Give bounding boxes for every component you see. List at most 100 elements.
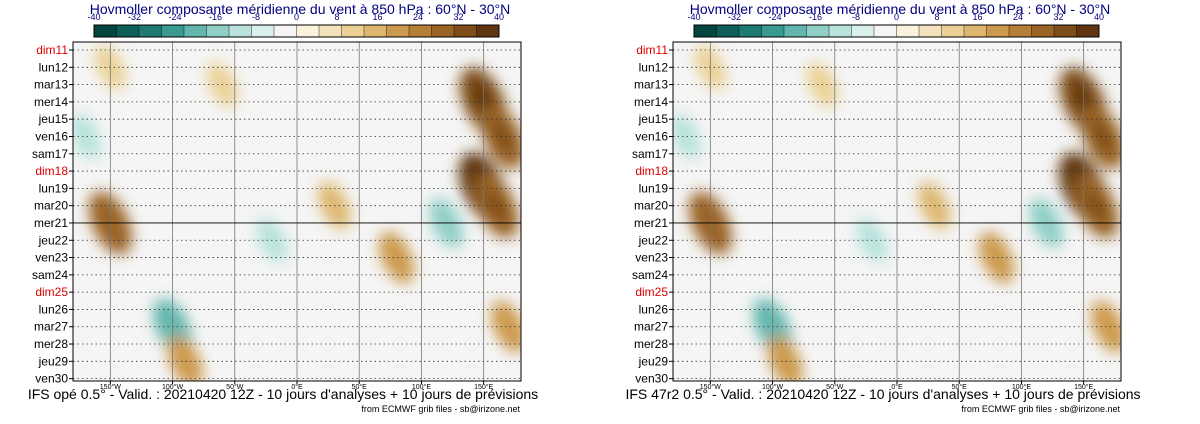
day-label: ven16 [35,129,68,143]
chart-title: Hovmoller composante méridienne du vent … [689,1,1111,17]
colorbar-tick-label: -32 [128,12,141,22]
day-label: dim25 [635,285,668,299]
day-label: ven30 [35,372,68,386]
colorbar-tick-label: -32 [728,12,741,22]
hovmoller-panel-right: Hovmoller composante méridienne du vent … [600,0,1200,424]
colorbar-tick-label: 40 [1094,12,1104,22]
colorbar-tick-label: 0 [894,12,899,22]
colorbar-swatch [828,24,852,38]
source-credit: from ECMWF grib files - sb@irizone.net [961,404,1120,414]
colorbar-tick-label: 8 [334,12,339,22]
colorbar-tick-label: -16 [209,12,222,22]
day-label: dim18 [635,164,668,178]
colorbar-swatch [386,24,410,38]
day-label: sam17 [632,147,668,161]
day-label: jeu29 [38,354,69,368]
day-label: mar20 [34,199,68,213]
lon-tick-label: 150°E [1074,383,1093,391]
day-label: jeu22 [38,233,69,247]
lon-tick-label: 50°W [226,383,244,391]
day-label: jeu22 [638,233,669,247]
day-label: lun26 [39,302,69,316]
colorbar-swatch [476,24,500,38]
colorbar-swatch [806,24,830,38]
colorbar-swatch [941,24,965,38]
colorbar-swatch [738,24,762,38]
colorbar-swatch [1031,24,1055,38]
day-label: mer28 [634,337,668,351]
source-credit: from ECMWF grib files - sb@irizone.net [361,404,520,414]
day-label: jeu15 [638,112,669,126]
lon-tick-label: 100°E [1012,383,1031,391]
field-blob [673,113,701,160]
colorbar-tick-label: 0 [294,12,299,22]
colorbar-swatch [783,24,807,38]
colorbar-swatch [1053,24,1077,38]
day-label: mer14 [634,95,668,109]
day-label: mar13 [634,78,668,92]
colorbar-swatch [851,24,875,38]
day-label: dim11 [36,43,68,57]
day-label: sam17 [32,147,68,161]
day-label: dim25 [35,285,68,299]
field-blob [378,231,415,284]
colorbar-swatch [453,24,477,38]
colorbar-swatch [341,24,365,38]
colorbar-swatch [296,24,320,38]
day-label: mer21 [634,216,668,230]
colorbar-swatch [228,24,252,38]
colorbar-swatch [206,24,230,38]
lon-tick-label: 50°E [952,383,968,391]
lon-tick-label: 150°E [474,383,493,391]
day-label: sam24 [32,268,68,282]
day-label: dim11 [636,43,668,57]
colorbar-tick-label: 16 [972,12,982,22]
day-label: ven16 [635,129,668,143]
day-label: lun19 [639,181,669,195]
colorbar-tick-label: -40 [87,12,100,22]
colorbar-swatch [408,24,432,38]
lon-tick-label: 100°E [412,383,431,391]
chart-title: Hovmoller composante méridienne du vent … [89,1,511,17]
colorbar-frame [93,24,500,38]
colorbar-swatch [761,24,785,38]
colorbar-tick-label: -24 [768,12,781,22]
colorbar-swatch [918,24,942,38]
field-blob [167,335,203,381]
day-label: mar27 [634,320,668,334]
day-label: mar20 [634,199,668,213]
lon-tick-label: 100°W [762,383,783,391]
day-label: ven30 [635,372,668,386]
colorbar-swatch [963,24,987,38]
lon-tick-label: 50°W [826,383,844,391]
colorbar-swatch [183,24,207,38]
colorbar-tick-label: 32 [453,12,463,22]
colorbar-swatch [1008,24,1032,38]
colorbar-swatch [251,24,275,38]
colorbar-swatch [116,24,140,38]
day-label: lun26 [639,302,669,316]
colorbar-frame [693,24,1100,38]
colorbar-tick-label: -40 [687,12,700,22]
field-blob-core [492,121,513,152]
day-label: mar27 [34,320,68,334]
lon-tick-label: 0°E [891,383,903,391]
field-blob [73,113,101,160]
colorbar-tick-label: -16 [809,12,822,22]
day-label: jeu29 [638,354,669,368]
colorbar-swatch [431,24,455,38]
field-blob [1090,300,1121,353]
lon-tick-label: 100°W [162,383,183,391]
day-label: jeu15 [38,112,69,126]
colorbar-swatch [693,24,717,38]
lon-tick-label: 150°W [700,383,721,391]
day-label: ven23 [635,251,668,265]
colorbar-tick-label: -24 [168,12,181,22]
field-blob [978,231,1015,284]
colorbar-tick-label: 8 [934,12,939,22]
day-label: mer14 [34,95,68,109]
colorbar-swatch [716,24,740,38]
colorbar-swatch [138,24,162,38]
colorbar-swatch [986,24,1010,38]
day-label: lun19 [39,181,69,195]
